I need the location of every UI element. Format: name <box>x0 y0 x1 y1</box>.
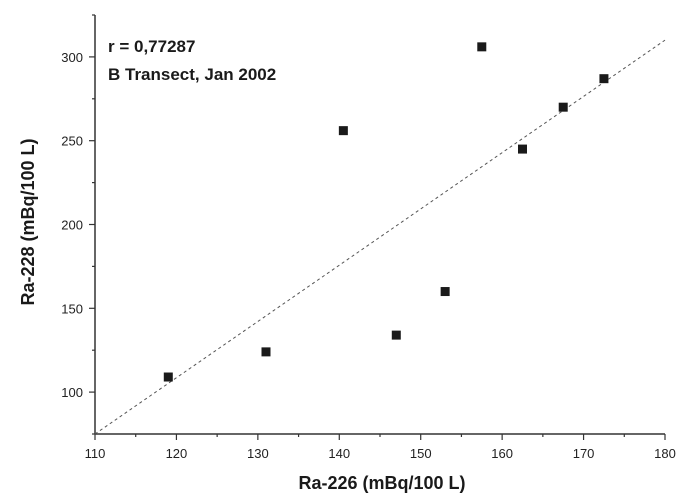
regression-line-group <box>94 39 666 435</box>
x-tick-label: 140 <box>328 446 350 461</box>
x-tick-label: 160 <box>491 446 513 461</box>
data-point <box>338 126 348 136</box>
transect-annotation: B Transect, Jan 2002 <box>108 65 276 84</box>
x-tick-label: 170 <box>573 446 595 461</box>
x-tick-label: 120 <box>166 446 188 461</box>
axes: 110 120 130 140 150 160 170 180 100 150 200 250 300 <box>61 14 676 461</box>
data-point <box>477 42 487 52</box>
x-tick-label: 110 <box>85 446 106 461</box>
regression-line <box>94 39 666 435</box>
x-axis-title: Ra-226 (mBq/100 L) <box>298 473 465 493</box>
x-tick-label: 180 <box>654 446 676 461</box>
data-point <box>599 74 609 84</box>
y-axis-title: Ra-228 (mBq/100 L) <box>18 138 38 305</box>
y-tick-label: 200 <box>61 218 83 233</box>
data-point <box>518 144 527 154</box>
y-tick-label: 100 <box>61 385 83 400</box>
y-tick-label: 300 <box>61 50 83 65</box>
data-point <box>261 347 271 357</box>
y-tick-label: 150 <box>61 301 83 316</box>
x-tick-label: 150 <box>410 446 432 461</box>
correlation-annotation: r = 0,77287 <box>108 37 195 56</box>
data-point <box>558 102 568 112</box>
data-point <box>440 287 450 297</box>
data-points <box>163 42 609 382</box>
y-tick-label: 250 <box>61 134 83 149</box>
data-point <box>391 330 401 340</box>
data-point <box>163 372 173 382</box>
x-tick-label: 130 <box>247 446 269 461</box>
